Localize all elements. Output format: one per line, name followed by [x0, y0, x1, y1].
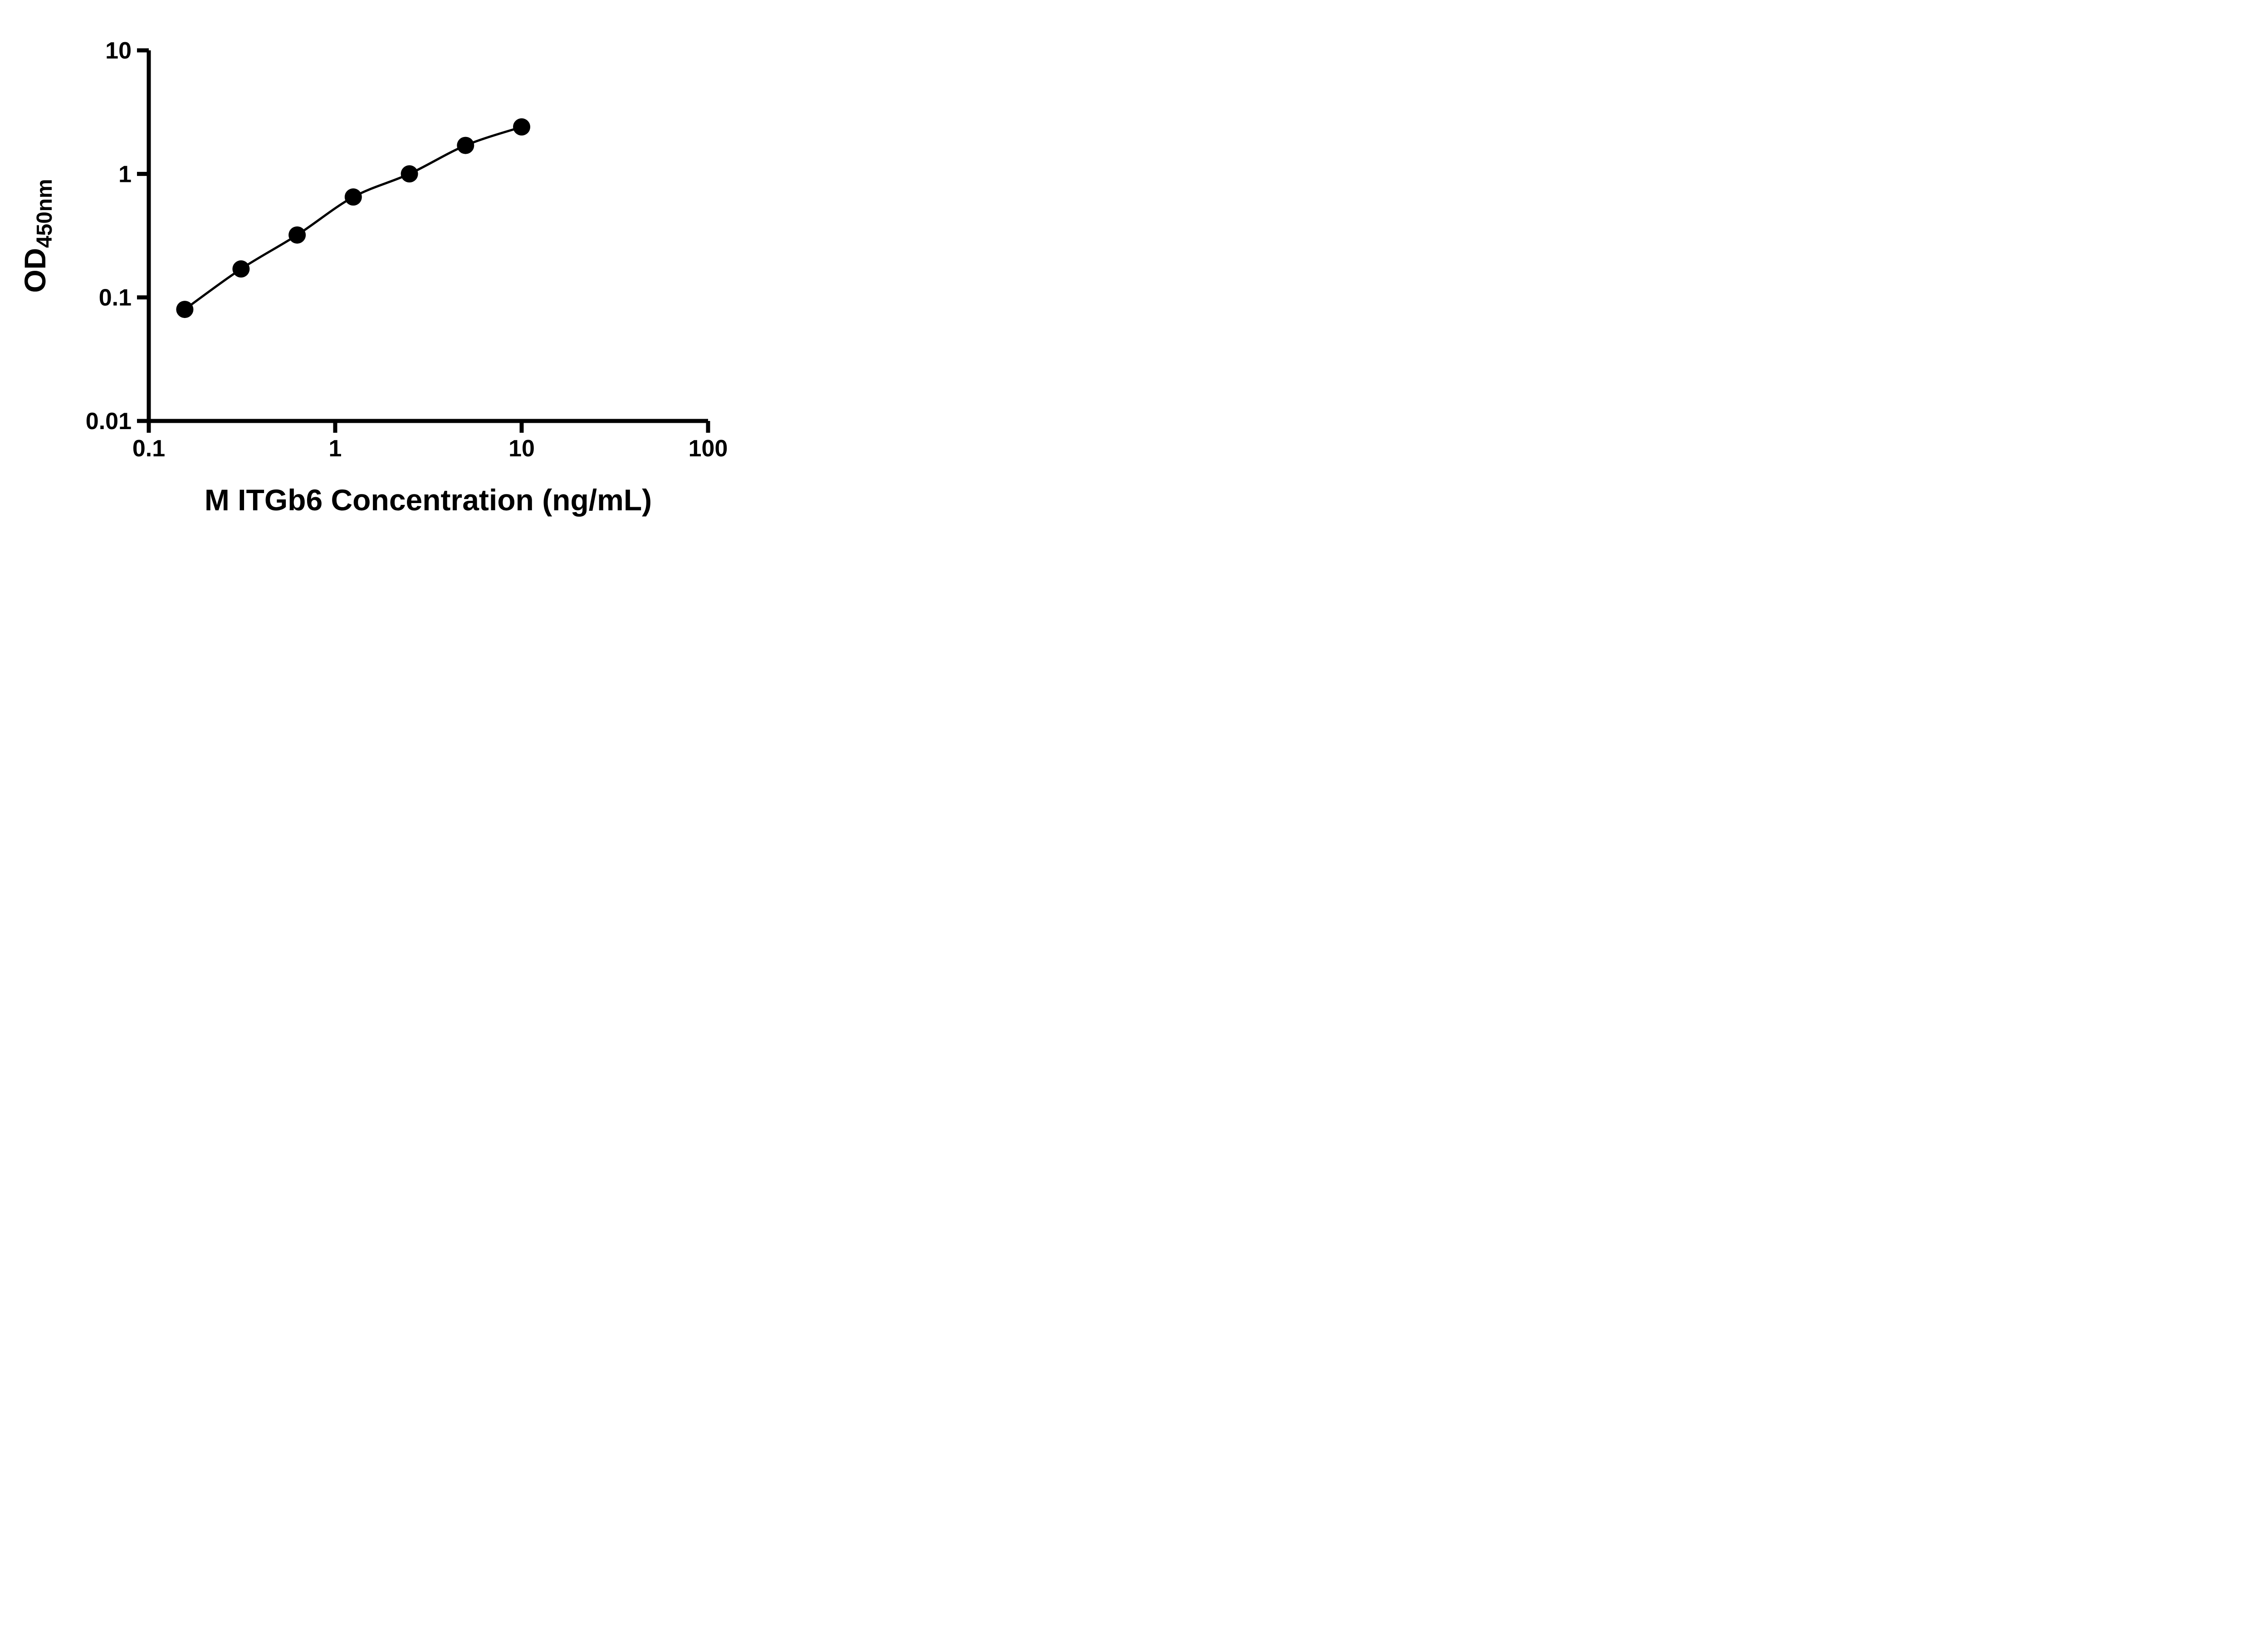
x-tick-label: 100 [689, 435, 728, 462]
y-axis-ticks [137, 48, 149, 423]
data-point [232, 260, 250, 278]
y-axis-title: OD450nm [18, 179, 57, 293]
x-tick-label: 10 [508, 435, 535, 462]
x-axis-ticks [147, 421, 710, 433]
data-point [344, 188, 362, 206]
data-points [176, 118, 530, 318]
y-tick-label: 0.1 [99, 285, 132, 311]
data-point [401, 165, 418, 183]
y-tick-label: 0.01 [86, 408, 132, 435]
data-point [288, 226, 306, 244]
standard-curve-line [184, 126, 522, 311]
x-tick-label: 0.1 [132, 435, 165, 462]
axes-lines [147, 50, 708, 423]
y-tick-label: 10 [105, 38, 132, 64]
y-tick-label: 1 [118, 161, 132, 187]
elisa-standard-curve-chart: 0.1 1 10 100 0.01 0.1 1 10 M ITGb6 Concentrati… [0, 0, 777, 544]
data-point [457, 137, 474, 154]
x-axis-title: M ITGb6 Concentration (ng/mL) [205, 483, 652, 517]
data-point [176, 301, 194, 318]
y-axis-tick-labels: 0.01 0.1 1 10 [86, 38, 132, 435]
x-axis-tick-labels: 0.1 1 10 100 [132, 435, 728, 462]
y-axis-title-main: OD [18, 248, 52, 293]
x-tick-label: 1 [329, 435, 342, 462]
data-point [513, 118, 530, 136]
y-axis-title-subscript: 450nm [33, 179, 57, 248]
